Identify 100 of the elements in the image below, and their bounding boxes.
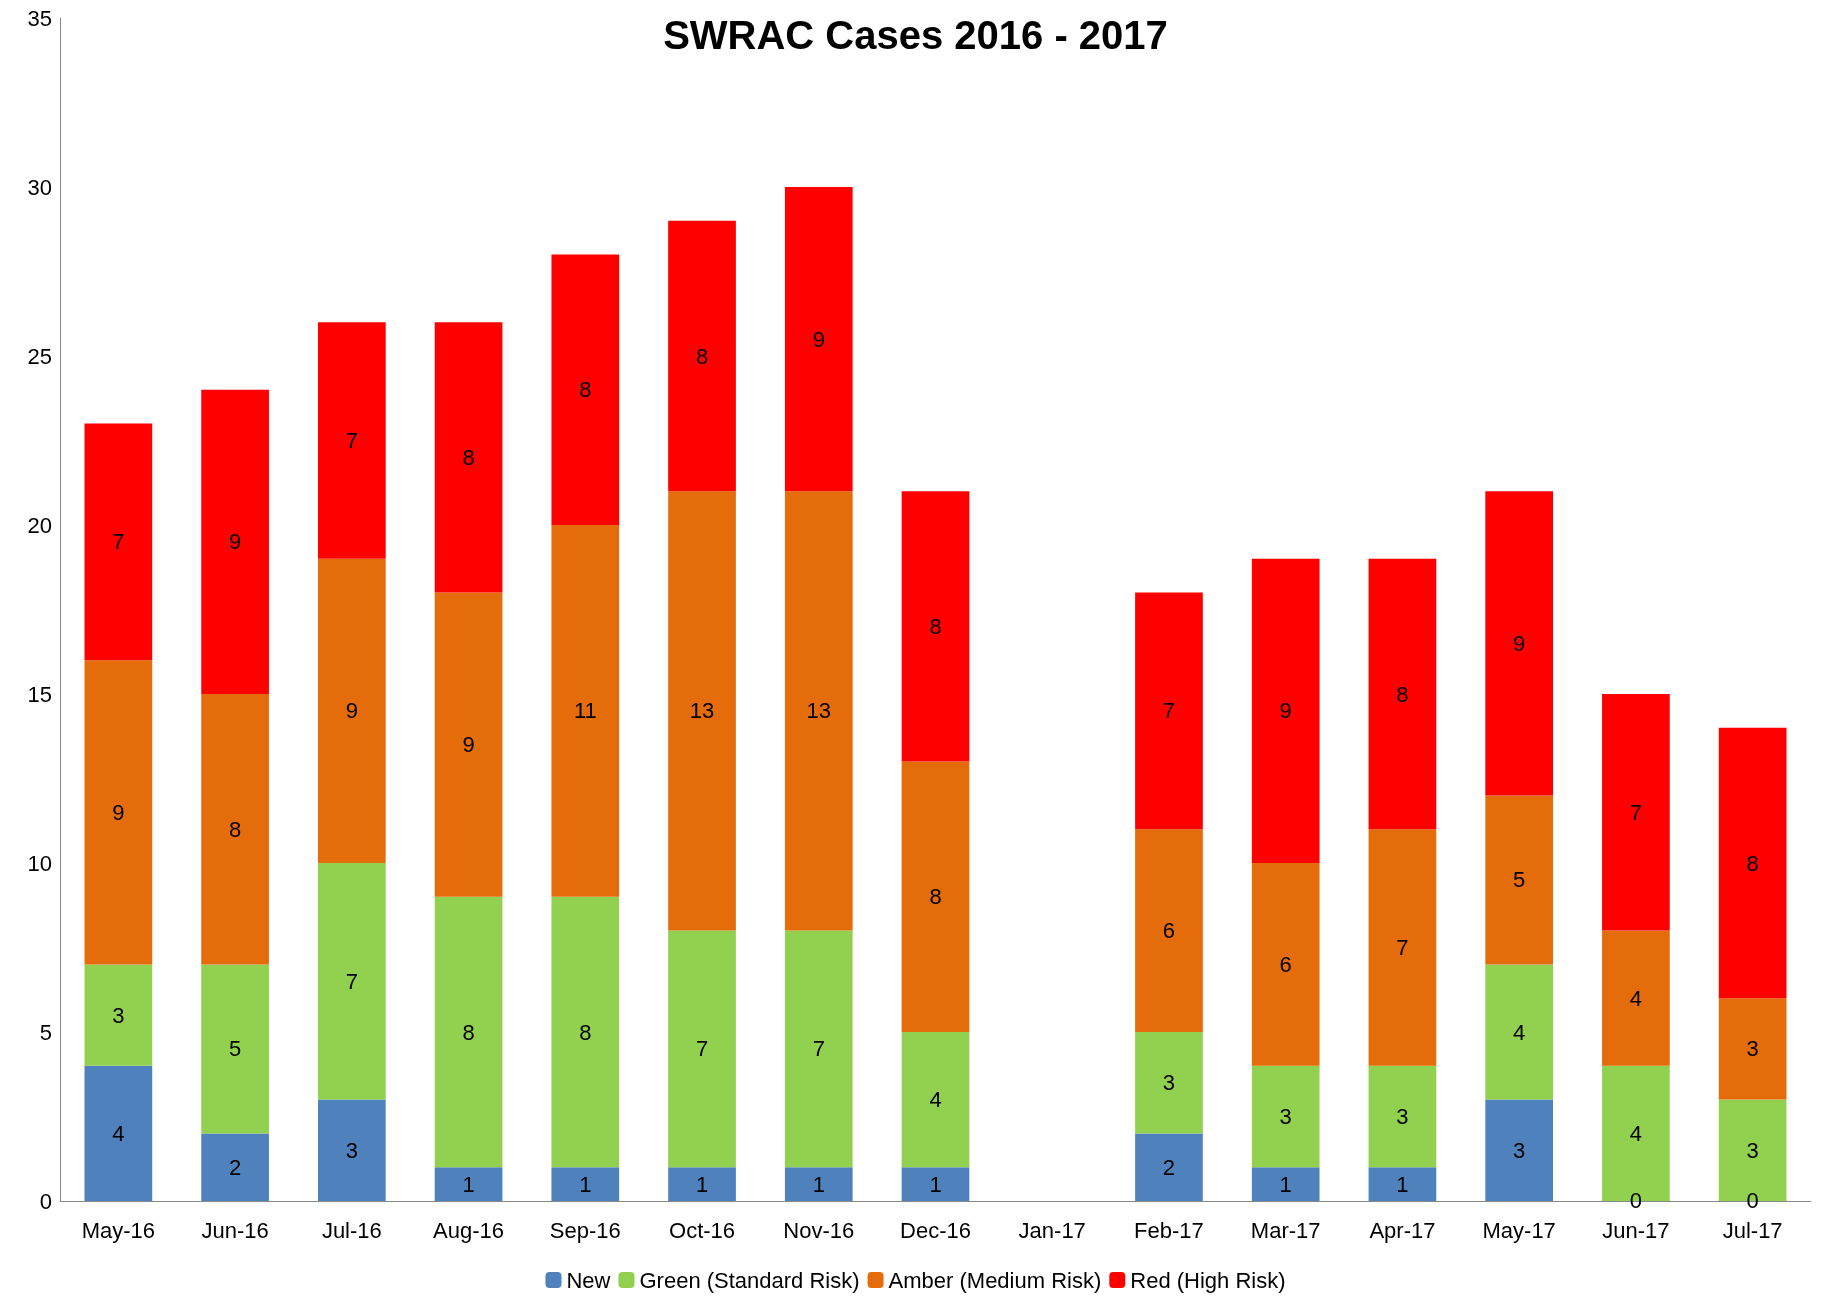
data-label: 4 <box>1629 985 1643 1011</box>
bar <box>901 491 970 762</box>
data-label: 4 <box>929 1087 942 1113</box>
bar <box>784 491 853 931</box>
data-label: 6 <box>1279 951 1292 977</box>
data-label: 4 <box>1629 1120 1643 1146</box>
bar <box>434 1167 503 1201</box>
data-label: 8 <box>1396 681 1409 707</box>
bar <box>1368 829 1437 1066</box>
data-label: 3 <box>1162 1070 1176 1096</box>
data-label: 9 <box>345 698 358 724</box>
data-label: 3 <box>345 1137 358 1163</box>
bar <box>317 1099 386 1201</box>
bar <box>1135 592 1203 830</box>
y-tick-label: 0 <box>39 1188 52 1214</box>
bar <box>668 491 736 931</box>
x-tick-label: Jul-16 <box>321 1217 382 1243</box>
bar <box>901 1032 970 1168</box>
data-label: 3 <box>1279 1104 1292 1129</box>
data-label: 5 <box>1513 867 1526 893</box>
x-tick-label: May-17 <box>1482 1217 1556 1243</box>
bar <box>317 863 386 1100</box>
data-label: 3 <box>1746 1036 1759 1062</box>
legend-label: Green (Standard Risk) <box>639 1267 860 1293</box>
data-label: 2 <box>228 1154 242 1180</box>
data-label: 3 <box>1396 1104 1409 1129</box>
data-label: 8 <box>1746 850 1759 876</box>
chart-title: SWRAC Cases 2016 - 2017 <box>663 13 1168 57</box>
data-label: 8 <box>929 613 942 639</box>
bar <box>1485 491 1554 796</box>
data-label: 8 <box>228 816 242 842</box>
x-tick-label: Feb-17 <box>1134 1217 1204 1243</box>
data-label: 3 <box>112 1002 125 1028</box>
bar <box>1602 930 1670 1066</box>
bar <box>201 1133 269 1201</box>
y-tick-label: 20 <box>27 512 52 538</box>
data-label: 8 <box>695 343 709 369</box>
data-label: 7 <box>112 529 125 555</box>
data-label: 9 <box>462 732 475 758</box>
data-label: 1 <box>462 1171 475 1197</box>
bar <box>1251 863 1320 1066</box>
bar <box>1368 558 1437 830</box>
data-label: 9 <box>1513 630 1526 656</box>
data-label: 7 <box>1396 935 1409 960</box>
data-label: 8 <box>462 1019 475 1045</box>
bar <box>668 220 736 492</box>
bar <box>1251 1065 1320 1168</box>
bar <box>551 254 620 525</box>
x-tick-label: Aug-16 <box>433 1217 505 1243</box>
x-tick-label: Nov-16 <box>783 1217 855 1243</box>
data-label: 7 <box>345 968 358 994</box>
bar <box>1251 1167 1320 1201</box>
data-label: 2 <box>1162 1154 1176 1180</box>
data-label: 7 <box>345 428 358 453</box>
data-label: 8 <box>579 1019 592 1045</box>
data-label: 7 <box>695 1036 709 1062</box>
data-label: 11 <box>573 698 597 724</box>
data-label: 9 <box>228 529 242 555</box>
bar <box>84 660 153 965</box>
bar <box>317 558 386 863</box>
bar <box>434 322 503 593</box>
x-tick-label: Dec-16 <box>900 1217 971 1243</box>
bar <box>901 1167 970 1201</box>
bar <box>1368 1167 1437 1201</box>
legend-label: New <box>566 1267 611 1293</box>
x-tick-label: Jan-17 <box>1018 1217 1086 1243</box>
bar <box>901 761 970 1032</box>
bar <box>1718 727 1787 999</box>
data-label: 1 <box>579 1171 592 1197</box>
bar <box>1135 829 1203 1032</box>
bar <box>551 525 620 897</box>
bar <box>1251 558 1320 863</box>
bar <box>551 1167 620 1201</box>
bar <box>1485 1099 1554 1201</box>
bar <box>84 423 153 661</box>
bar <box>551 896 620 1168</box>
data-label: 13 <box>806 698 832 724</box>
x-tick-label: Apr-17 <box>1369 1217 1436 1243</box>
y-tick-label: 10 <box>27 850 52 876</box>
bar <box>784 1167 853 1201</box>
data-label: 9 <box>112 799 125 825</box>
bar <box>784 930 853 1168</box>
data-label: 7 <box>1162 698 1176 724</box>
data-label: 1 <box>929 1171 942 1197</box>
data-label: 9 <box>812 326 825 352</box>
data-label: 7 <box>812 1036 825 1062</box>
data-label: 8 <box>579 377 592 403</box>
data-label: 1 <box>1279 1171 1292 1197</box>
data-label: 8 <box>929 884 942 910</box>
bar <box>201 389 269 694</box>
data-label: 4 <box>1513 1019 1526 1045</box>
legend-label: Amber (Medium Risk) <box>888 1267 1102 1293</box>
data-label: 13 <box>689 698 715 724</box>
x-tick-label: Oct-16 <box>669 1217 736 1243</box>
data-label: 4 <box>112 1120 125 1146</box>
bar <box>1135 1133 1203 1201</box>
x-tick-label: Sep-16 <box>549 1217 621 1243</box>
x-tick-label: Mar-17 <box>1250 1217 1321 1243</box>
data-label: 3 <box>1513 1137 1526 1163</box>
bar <box>1485 964 1554 1100</box>
